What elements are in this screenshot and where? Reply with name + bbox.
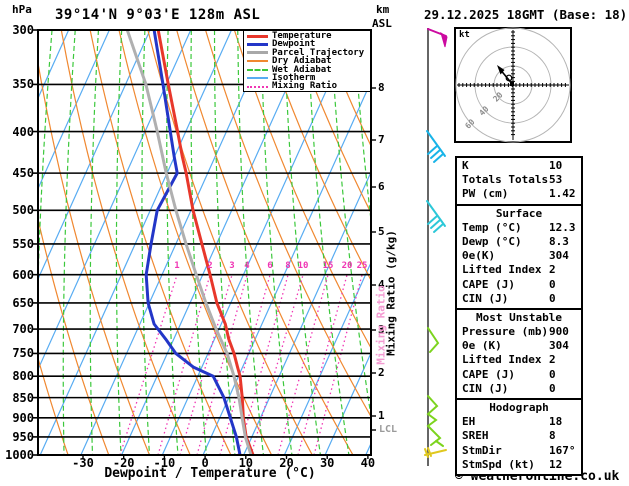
metric-label: StmSpd (kt) — [462, 457, 535, 471]
table-row: θe (K) 304 — [457, 339, 581, 353]
legend-line-sample — [247, 85, 268, 88]
metric-value: 18 — [549, 415, 563, 429]
legend-item-label: Parcel Trajectory — [272, 47, 365, 58]
legend-item-dry-adiabat: Dry Adiabat — [244, 56, 370, 67]
metric-label: SREH — [462, 429, 489, 443]
metric-label: Temp (°C) — [462, 220, 522, 234]
legend-item-isotherm: Isotherm — [244, 72, 370, 83]
table-row: CIN (J) 0 — [457, 292, 581, 306]
metric-label: CAPE (J) — [462, 277, 515, 291]
table-row: SREH 8 — [457, 429, 581, 443]
table-row: PW (cm) 1.42 — [457, 187, 581, 201]
indices-table: K 10 Totals Totals 53 PW (cm) 1.42 Surface Temp… — [455, 156, 583, 476]
table-section-header: Most Unstable — [475, 310, 563, 324]
metric-value: 304 — [549, 339, 569, 353]
metric-label: Pressure (mb) — [462, 325, 549, 339]
table-row: CAPE (J) 0 — [457, 368, 581, 382]
metric-label: EH — [462, 415, 476, 429]
metric-value: 2 — [549, 263, 556, 277]
legend-line-sample — [247, 68, 268, 71]
metric-label: CIN (J) — [462, 291, 509, 305]
table-section-header: Hodograph — [489, 401, 549, 414]
x-axis-label: Dewpoint / Temperature (°C) — [104, 466, 316, 481]
legend-item-parcel-trajectory: Parcel Trajectory — [244, 47, 370, 58]
metric-value: 8.3 — [549, 234, 569, 248]
altitude-axis-unit-asl: ASL — [372, 17, 392, 30]
legend-item-temperature: Temperature — [244, 31, 370, 41]
table-row: K 10 — [457, 159, 581, 173]
datetime-title: 29.12.2025 18GMT (Base: 18) — [424, 7, 628, 22]
metric-value: 8 — [549, 429, 556, 443]
legend-item-label: Wet Adiabat — [272, 64, 332, 75]
metric-value: 900 — [549, 325, 569, 339]
mixing-ratio-axis-label: Mixing Ratio (g/kg) — [384, 230, 398, 356]
table-row: CIN (J) 0 — [457, 382, 581, 396]
metric-label: Dewp (°C) — [462, 234, 522, 248]
table-row: StmDir 167° — [457, 444, 581, 458]
table-section: Most Unstable Pressure (mb) 900 θe (K) 304 Li… — [457, 307, 581, 398]
table-row: Totals Totals 53 — [457, 173, 581, 187]
legend-line-sample — [247, 34, 268, 38]
metric-label: PW (cm) — [462, 187, 509, 201]
metric-value: 304 — [549, 249, 569, 263]
legend-item-label: Isotherm — [272, 72, 316, 83]
table-row: Temp (°C) 12.3 — [457, 221, 581, 235]
metric-value: 53 — [549, 173, 563, 187]
legend-item-mixing-ratio: Mixing Ratio — [244, 81, 370, 92]
table-section: Surface Temp (°C) 12.3 Dewp (°C) 8.3 θe(K) 304… — [457, 203, 581, 308]
metric-label: Lifted Index — [462, 263, 542, 277]
metric-value: 0 — [549, 381, 556, 395]
legend: Temperature Dewpoint Parcel Trajectory Dry … — [243, 30, 371, 92]
table-section: Hodograph EH 18 SREH 8 StmDir 167° StmSpd (kt) 1… — [457, 398, 581, 474]
legend-item-label: Temperature — [272, 31, 332, 41]
table-row: Pressure (mb) 900 — [457, 325, 581, 339]
legend-line-sample — [247, 77, 268, 80]
legend-line-sample — [247, 60, 268, 63]
metric-label: θe(K) — [462, 249, 496, 263]
page-title: 39°14'N 9°03'E 128m ASL — [55, 7, 261, 23]
table-row: Dewp (°C) 8.3 — [457, 235, 581, 249]
metric-value: 167° — [549, 443, 576, 457]
table-row: EH 18 — [457, 415, 581, 429]
metric-value: 0 — [549, 291, 556, 305]
metric-value: 12.3 — [549, 220, 576, 234]
metric-label: Totals Totals — [462, 173, 549, 187]
table-row: Lifted Index 2 — [457, 263, 581, 277]
legend-item-wet-adiabat: Wet Adiabat — [244, 64, 370, 75]
metric-label: θe (K) — [462, 339, 502, 353]
legend-line-sample — [247, 43, 268, 47]
legend-line-sample — [247, 51, 268, 55]
pressure-axis-unit: hPa — [12, 3, 32, 16]
metric-label: CIN (J) — [462, 381, 509, 395]
table-row: θe(K) 304 — [457, 249, 581, 263]
hodograph-unit-label: kt — [459, 30, 470, 40]
legend-item-label: Mixing Ratio — [272, 81, 338, 92]
metric-value: 0 — [549, 277, 556, 291]
legend-item-label: Dry Adiabat — [272, 56, 332, 67]
altitude-axis-unit-km: km — [376, 3, 390, 16]
table-row: Lifted Index 2 — [457, 353, 581, 367]
metric-label: Lifted Index — [462, 353, 542, 367]
table-row: CAPE (J) 0 — [457, 278, 581, 292]
table-section: K 10 Totals Totals 53 PW (cm) 1.42 — [457, 158, 581, 204]
metric-label: StmDir — [462, 443, 502, 457]
legend-item-dewpoint: Dewpoint — [244, 39, 370, 50]
metric-value: 0 — [549, 367, 556, 381]
table-row: StmSpd (kt) 12 — [457, 458, 581, 472]
metric-value: 2 — [549, 353, 556, 367]
metric-value: 12 — [549, 457, 563, 471]
metric-value: 1.42 — [549, 187, 576, 201]
legend-item-label: Dewpoint — [272, 39, 316, 50]
metric-label: K — [462, 159, 469, 172]
metric-label: CAPE (J) — [462, 367, 515, 381]
metric-value: 10 — [549, 159, 563, 172]
table-section-header: Surface — [495, 206, 543, 220]
lcl-label: LCL — [379, 424, 398, 435]
